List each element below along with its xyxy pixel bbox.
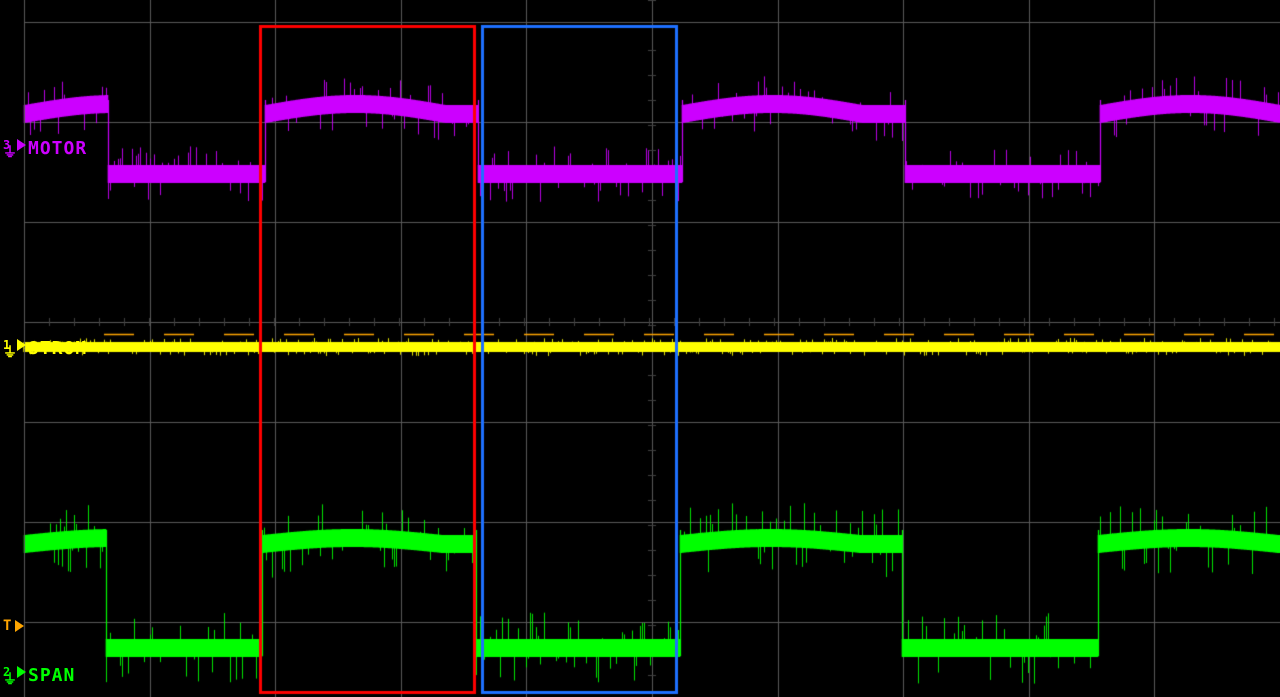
trigger-label: T (3, 618, 11, 634)
channel-label-strom: STROM (28, 338, 87, 359)
chevron-right-icon (17, 139, 26, 151)
channel-label-motor: MOTOR (28, 138, 87, 159)
trigger-marker: T (3, 618, 11, 634)
oscilloscope-canvas (0, 0, 1280, 697)
chevron-right-icon (17, 666, 26, 678)
channel-marker-2: 2 ⏚ (3, 667, 17, 685)
chevron-right-icon (17, 339, 26, 351)
channel-marker-3: 3 ⏚ (3, 140, 17, 158)
ground-icon: ⏚ (3, 348, 17, 358)
ground-icon: ⏚ (3, 148, 17, 158)
ground-icon: ⏚ (3, 675, 17, 685)
channel-marker-1: 1 ⏚ (3, 340, 17, 358)
chevron-right-icon (15, 620, 24, 632)
channel-label-span: SPAN (28, 665, 75, 686)
